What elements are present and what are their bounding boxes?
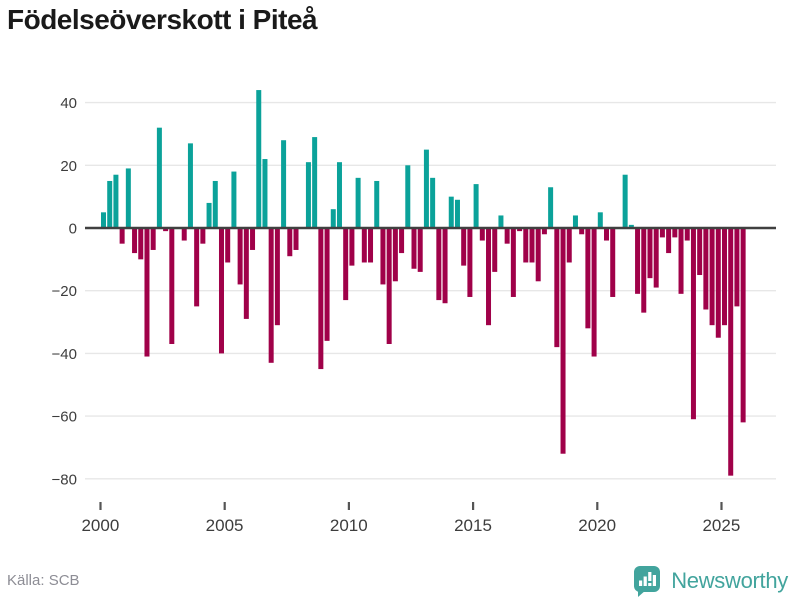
newsworthy-logo: Newsworthy [632, 564, 788, 598]
svg-text:20: 20 [60, 158, 77, 175]
source-label: Källa: SCB [7, 572, 80, 589]
svg-text:2020: 2020 [578, 516, 616, 535]
svg-text:−80: −80 [52, 471, 77, 488]
svg-text:40: 40 [60, 95, 77, 112]
svg-text:−60: −60 [52, 409, 77, 426]
svg-text:2015: 2015 [454, 516, 492, 535]
newsworthy-speech-bubble-barchart-icon [634, 566, 661, 597]
svg-text:0: 0 [69, 221, 77, 238]
svg-text:2000: 2000 [81, 516, 119, 535]
y-axis-labels: 40 20 0 −20 −40 −60 −80 [52, 95, 77, 488]
x-axis-labels: 2000 2005 2010 2015 2020 2025 [81, 502, 740, 535]
svg-text:−40: −40 [52, 346, 77, 363]
svg-text:2010: 2010 [330, 516, 368, 535]
svg-text:2025: 2025 [702, 516, 740, 535]
gridlines [85, 101, 776, 480]
svg-text:2005: 2005 [206, 516, 244, 535]
chart-title: Födelseöverskott i Piteå [7, 4, 318, 35]
newsworthy-logo-text: Newsworthy [671, 568, 788, 593]
bars [101, 90, 746, 476]
svg-text:−20: −20 [52, 283, 77, 300]
